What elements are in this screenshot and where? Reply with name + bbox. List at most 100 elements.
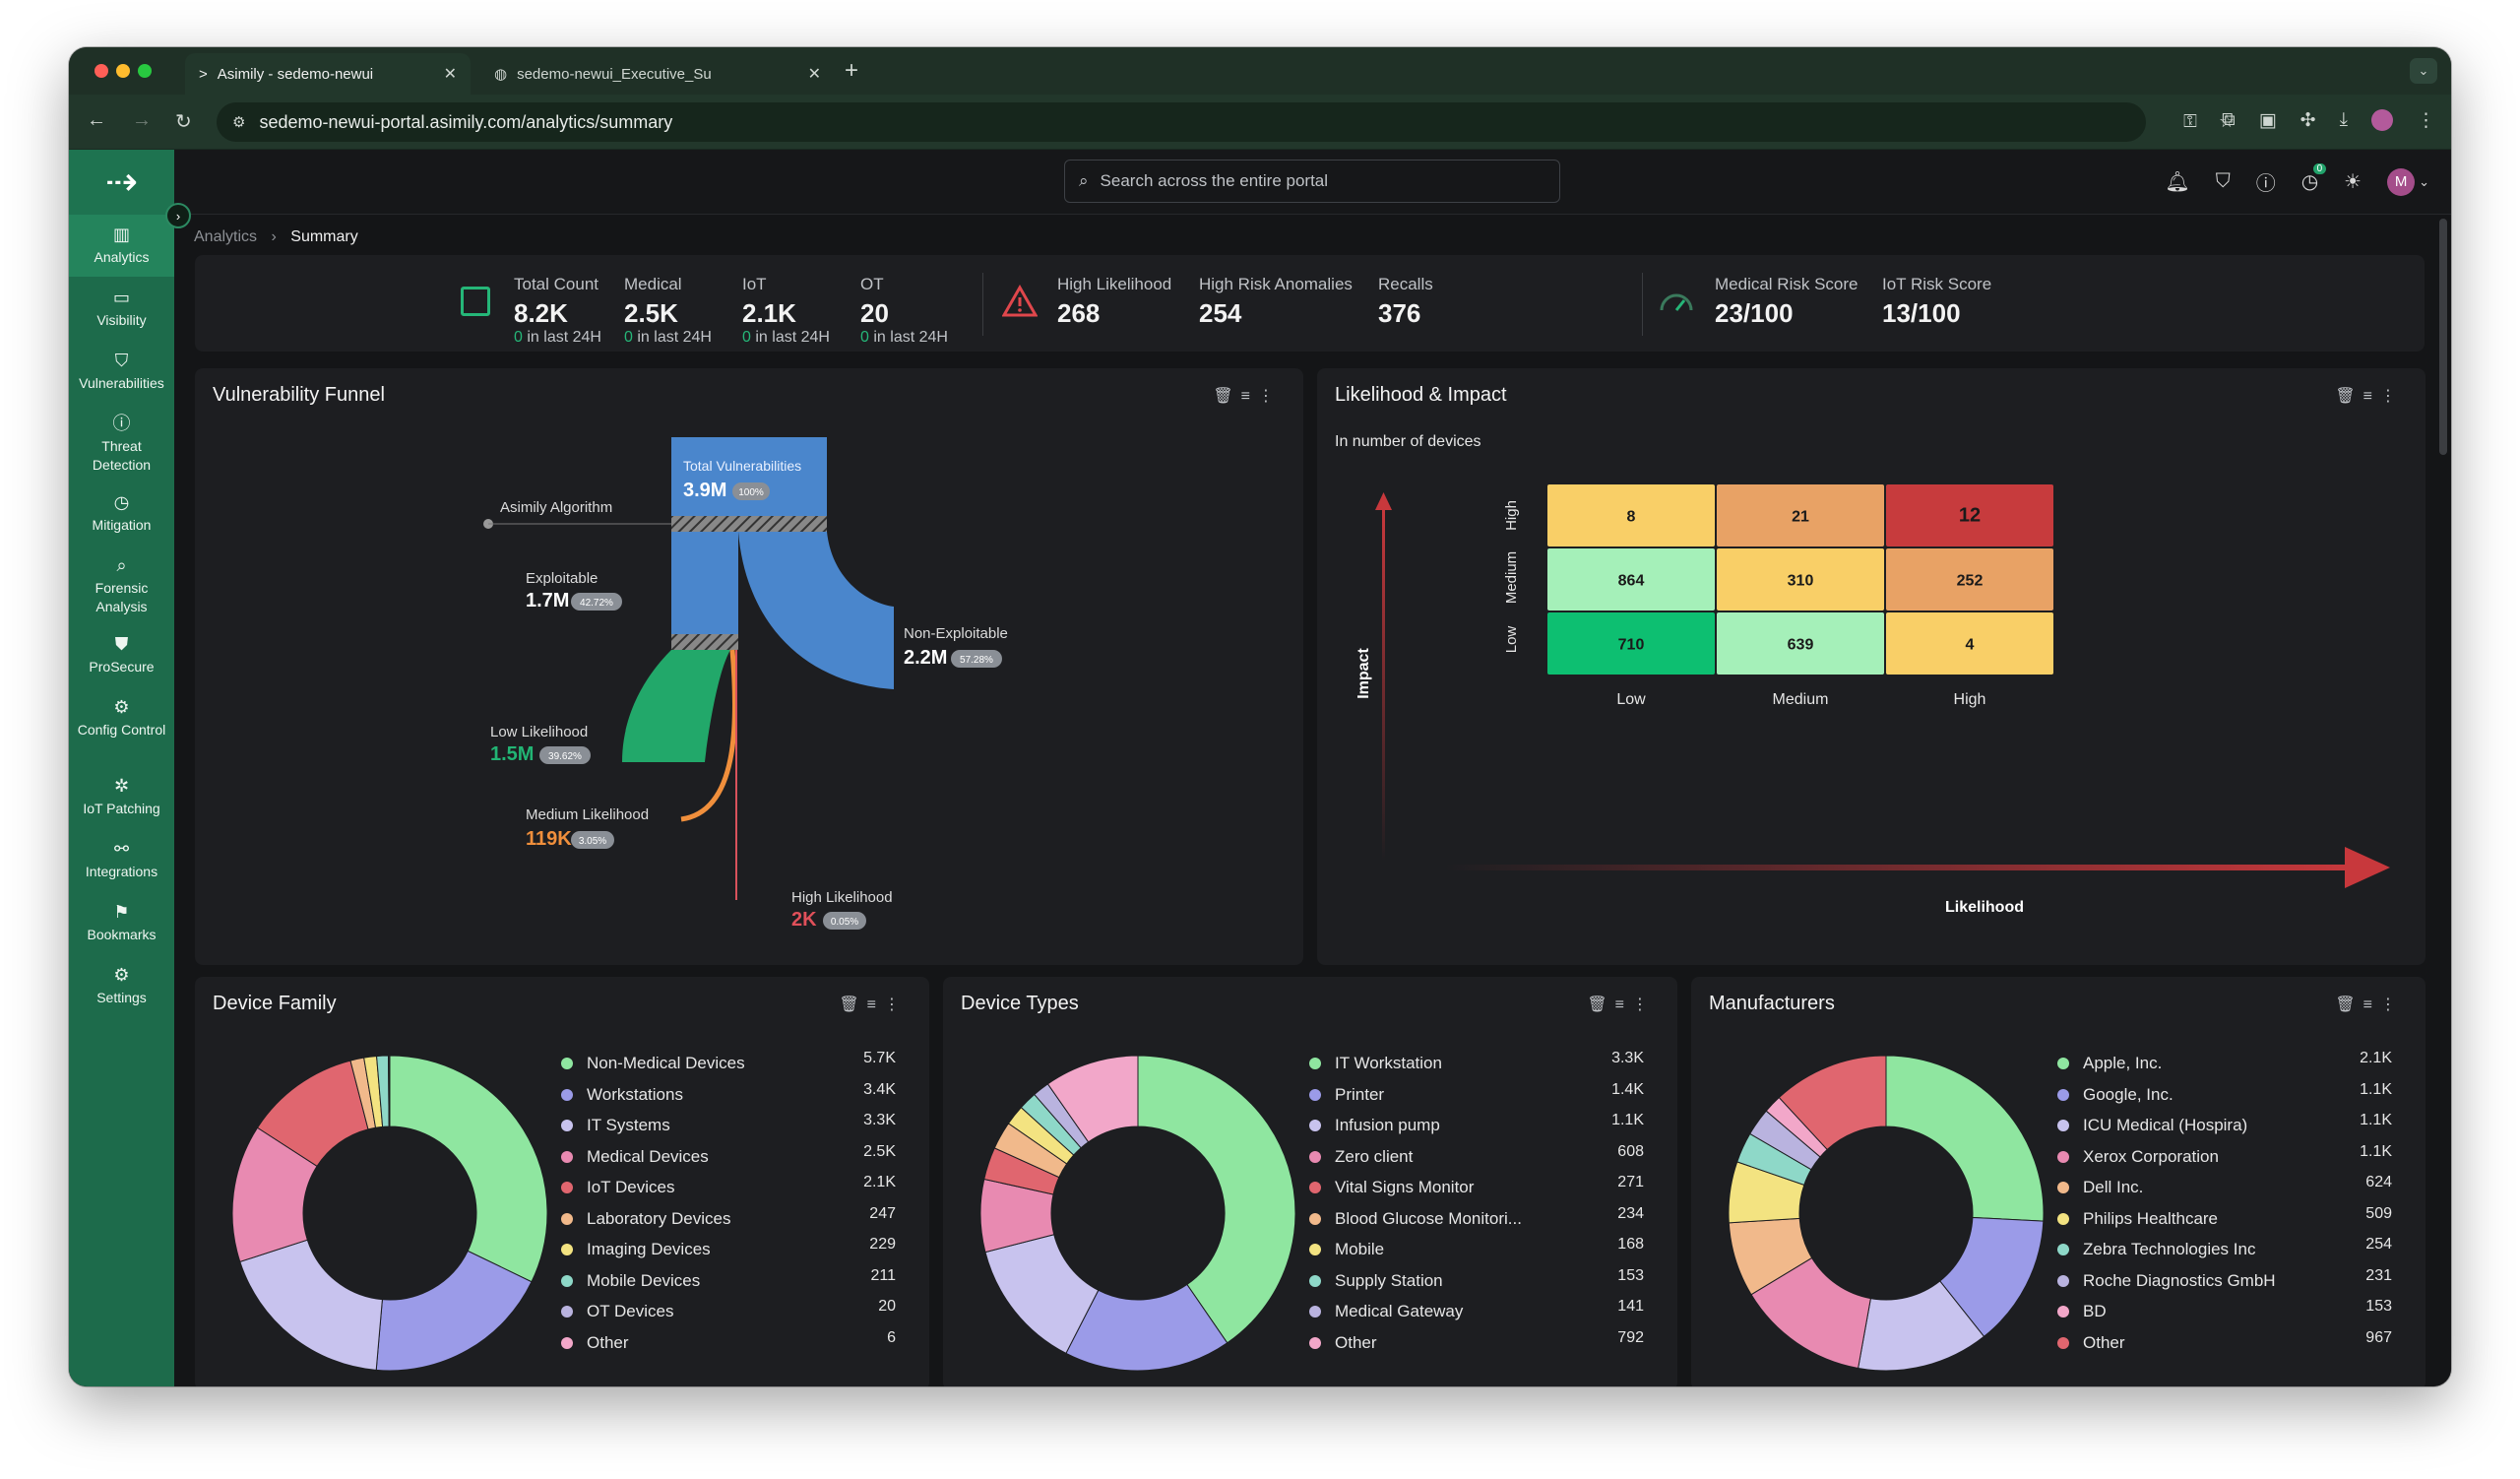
exploitable-bar[interactable]	[671, 532, 738, 634]
legend-item[interactable]: Other	[1309, 1331, 1377, 1355]
extension-icon[interactable]: ⧉	[2222, 109, 2236, 130]
sidebar-item-threat-detection[interactable]: ⓘ Threat Detection	[69, 404, 174, 484]
matrix-cell[interactable]	[1886, 484, 2053, 547]
legend-item[interactable]: ICU Medical (Hospira)	[2057, 1114, 2247, 1137]
legend-item[interactable]: Other	[2057, 1331, 2125, 1355]
more-icon[interactable]: ⋮	[2380, 997, 2404, 1013]
legend-item[interactable]: Infusion pump	[1309, 1114, 1440, 1137]
stat-recalls[interactable]: Recalls 376	[1378, 275, 1433, 329]
stat-iot-risk-score[interactable]: IoT Risk Score 13/100	[1882, 275, 1991, 329]
matrix-cell[interactable]	[1547, 484, 1715, 547]
sidebar-item-mitigation[interactable]: ◷ Mitigation	[69, 482, 174, 545]
stat-medical[interactable]: Medical 2.5K 0 in last 24H	[624, 275, 712, 347]
legend-item[interactable]: IT Systems	[561, 1114, 670, 1137]
filter-icon[interactable]: ≡	[866, 997, 884, 1013]
legend-item[interactable]: Laboratory Devices	[561, 1207, 730, 1231]
sidebar-item-analytics[interactable]: ▥ Analytics	[69, 215, 174, 277]
sidebar-expand-icon[interactable]: ›	[165, 203, 191, 228]
medium-likelihood-flow[interactable]	[680, 649, 738, 822]
legend-item[interactable]: Mobile Devices	[561, 1269, 700, 1293]
user-menu[interactable]: M ⌄	[2387, 167, 2429, 196]
low-likelihood-flow[interactable]	[622, 650, 730, 762]
more-icon[interactable]: ⋮	[2380, 388, 2404, 405]
legend-item[interactable]: Google, Inc.	[2057, 1083, 2174, 1107]
maximize-window-icon[interactable]	[138, 64, 152, 78]
page-scrollbar[interactable]	[2439, 219, 2447, 455]
asimily-logo-icon[interactable]: ⇢	[69, 150, 174, 215]
legend-item[interactable]: Roche Diagnostics GmbH	[2057, 1269, 2276, 1293]
legend-item[interactable]: Philips Healthcare	[2057, 1207, 2218, 1231]
matrix-cell[interactable]	[1717, 484, 1884, 547]
legend-item[interactable]: IoT Devices	[561, 1176, 674, 1199]
search-input[interactable]: ⌕ Search across the entire portal	[1064, 160, 1560, 203]
browser-tab[interactable]: ◍ sedemo-newui_Executive_Su ✕	[480, 53, 835, 95]
donut-slice[interactable]	[1885, 1055, 2045, 1222]
more-icon[interactable]: ⋮	[1258, 388, 1282, 405]
info-icon[interactable]: ⓘ	[2255, 173, 2276, 195]
bookmark-star-icon[interactable]: ☆	[2218, 111, 2235, 131]
matrix-cell[interactable]	[1547, 612, 1715, 675]
password-key-icon[interactable]: ⚿	[2183, 111, 2197, 131]
legend-item[interactable]: Medical Gateway	[1309, 1300, 1463, 1323]
delete-icon[interactable]: 🗑︎	[2335, 997, 2363, 1013]
sidebar-item-prosecure[interactable]: ⛊ ProSecure	[69, 624, 174, 686]
filter-icon[interactable]: ≡	[1614, 997, 1632, 1013]
donut-slice[interactable]	[1778, 1055, 1887, 1151]
stat-total-count[interactable]: Total Count 8.2K 0 in last 24H	[514, 275, 601, 347]
stat-iot[interactable]: IoT 2.1K 0 in last 24H	[742, 275, 830, 347]
legend-item[interactable]: Other	[561, 1331, 629, 1355]
reload-icon[interactable]: ↻	[175, 111, 192, 133]
stat-medical-risk-score[interactable]: Medical Risk Score 23/100	[1715, 275, 1858, 329]
forward-icon[interactable]: →	[132, 109, 152, 131]
delete-icon[interactable]: 🗑︎	[1587, 997, 1615, 1013]
new-tab-icon[interactable]: +	[845, 57, 859, 84]
matrix-cell[interactable]	[1886, 548, 2053, 611]
legend-item[interactable]: Printer	[1309, 1083, 1384, 1107]
matrix-cell[interactable]	[1886, 612, 2053, 675]
total-vulnerabilities-bar[interactable]	[671, 437, 827, 516]
bell-icon[interactable]: 🔔︎	[2165, 171, 2190, 193]
browser-menu-icon[interactable]: ⋮	[2417, 110, 2435, 131]
legend-item[interactable]: Blood Glucose Monitori...	[1309, 1207, 1522, 1231]
legend-item[interactable]: IT Workstation	[1309, 1052, 1442, 1075]
matrix-cell[interactable]	[1547, 548, 1715, 611]
donut-slice[interactable]	[1046, 1055, 1139, 1143]
legend-item[interactable]: Dell Inc.	[2057, 1176, 2143, 1199]
legend-item[interactable]: Supply Station	[1309, 1269, 1443, 1293]
sidebar-item-forensic-analysis[interactable]: ⌕ Forensic Analysis	[69, 546, 174, 626]
close-tab-icon[interactable]: ✕	[443, 66, 457, 83]
stat-ot[interactable]: OT 20 0 in last 24H	[860, 275, 948, 347]
stat-high-likelihood[interactable]: High Likelihood 268	[1057, 275, 1171, 329]
matrix-cell[interactable]	[1717, 548, 1884, 611]
sidebar-item-bookmarks[interactable]: ⚑ Bookmarks	[69, 892, 174, 954]
sidebar-item-integrations[interactable]: ⚯ Integrations	[69, 829, 174, 891]
sidebar-item-config-control[interactable]: ⚙ Config Control	[69, 687, 174, 749]
donut-slice[interactable]	[239, 1239, 383, 1371]
legend-item[interactable]: Medical Devices	[561, 1145, 709, 1169]
legend-item[interactable]: OT Devices	[561, 1300, 674, 1323]
sidebar-item-visibility[interactable]: ▭ Visibility	[69, 278, 174, 340]
legend-item[interactable]: Mobile	[1309, 1238, 1384, 1261]
bookmark-icon[interactable]: ⛉	[2215, 170, 2231, 192]
stat-high-risk-anomalies[interactable]: High Risk Anomalies 254	[1199, 275, 1353, 329]
sidebar-item-iot-patching[interactable]: ✲ IoT Patching	[69, 766, 174, 828]
filter-icon[interactable]: ≡	[1240, 388, 1258, 405]
address-bar[interactable]: ⚙ sedemo-newui-portal.asimily.com/analyt…	[217, 102, 2146, 142]
filter-icon[interactable]: ≡	[2362, 388, 2380, 405]
extension-icon[interactable]: ▣	[2258, 110, 2277, 131]
close-tab-icon[interactable]: ✕	[807, 66, 821, 83]
legend-item[interactable]: Zebra Technologies Inc	[2057, 1238, 2255, 1261]
delete-icon[interactable]: 🗑︎	[839, 997, 867, 1013]
legend-item[interactable]: Xerox Corporation	[2057, 1145, 2219, 1169]
more-icon[interactable]: ⋮	[884, 997, 908, 1013]
tab-search-icon[interactable]: ⌄	[2410, 58, 2437, 84]
delete-icon[interactable]: 🗑︎	[2335, 388, 2363, 405]
legend-item[interactable]: Vital Signs Monitor	[1309, 1176, 1474, 1199]
donut-slice[interactable]	[375, 1250, 533, 1372]
donut-slice[interactable]	[389, 1055, 548, 1283]
filter-icon[interactable]: ≡	[2362, 997, 2380, 1013]
legend-item[interactable]: Workstations	[561, 1083, 683, 1107]
site-info-icon[interactable]: ⚙	[232, 114, 246, 131]
legend-item[interactable]: BD	[2057, 1300, 2107, 1323]
theme-sun-icon[interactable]: ☀	[2344, 171, 2362, 193]
